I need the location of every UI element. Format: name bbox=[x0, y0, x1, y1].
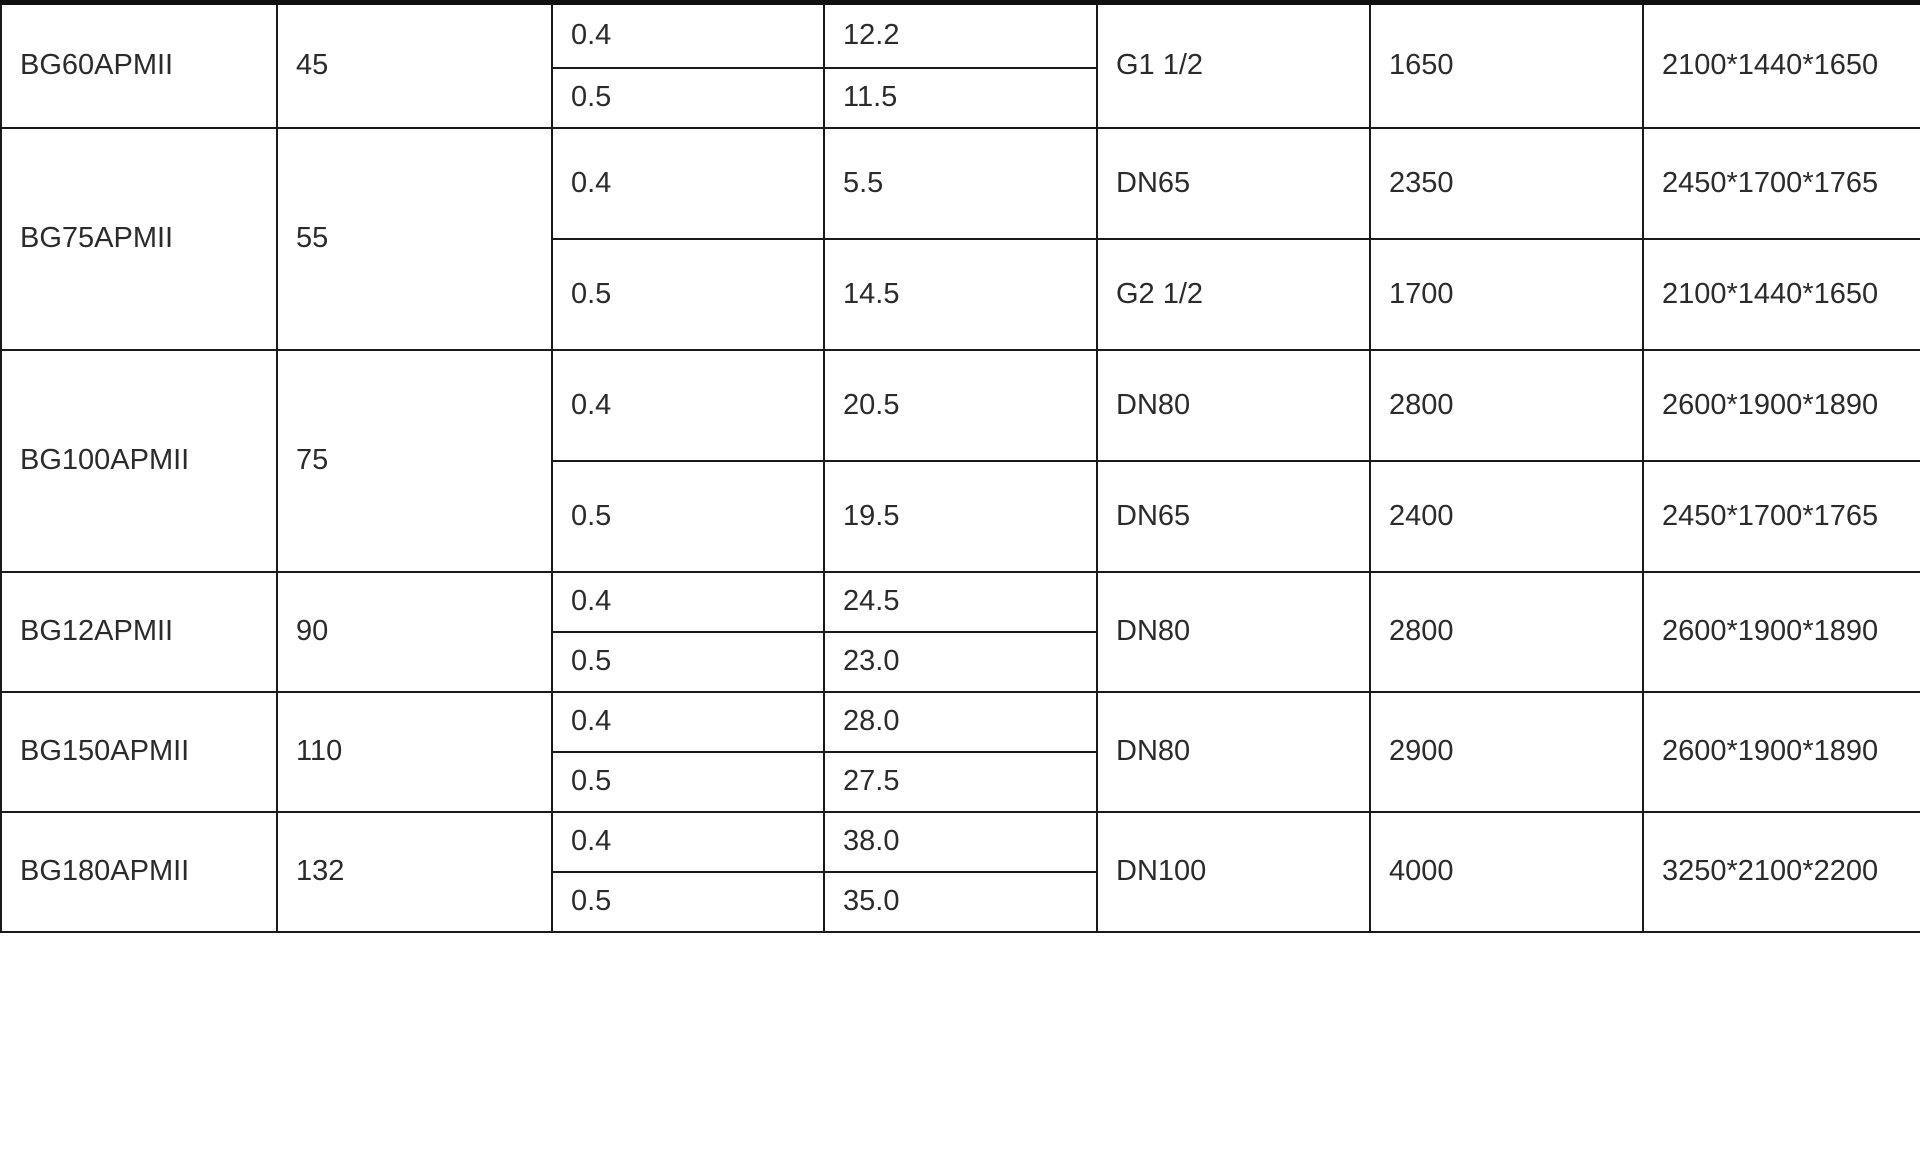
cell-pressure: 0.5 bbox=[551, 67, 825, 129]
cell-power: 55 bbox=[276, 127, 553, 351]
cell-flow: 23.0 bbox=[823, 631, 1098, 693]
cell-weight: 2900 bbox=[1369, 691, 1644, 813]
cell-power: 90 bbox=[276, 571, 553, 693]
cell-flow: 19.5 bbox=[823, 460, 1098, 573]
cell-weight: 1650 bbox=[1369, 0, 1644, 129]
table-row: 0.5 23.0 bbox=[1, 631, 1920, 693]
cell-model: BG180APMII bbox=[0, 811, 278, 933]
cell-flow: 5.5 bbox=[823, 127, 1098, 240]
specification-table: BG60APMII 45 0.4 12.2 G1 1/2 1650 2100*1… bbox=[0, 0, 1920, 933]
cell-pressure: 0.5 bbox=[551, 460, 825, 573]
cell-flow: 35.0 bbox=[823, 871, 1098, 933]
cell-weight: 2800 bbox=[1369, 349, 1644, 462]
cell-weight: 2800 bbox=[1369, 571, 1644, 693]
cell-flow: 24.5 bbox=[823, 571, 1098, 633]
cell-dimensions: 2100*1440*1650 bbox=[1642, 238, 1920, 351]
cell-power: 110 bbox=[276, 691, 553, 813]
table-row: BG75APMII 55 0.4 5.5 DN65 2350 2450*1700… bbox=[0, 127, 1920, 351]
cell-model: BG75APMII bbox=[0, 127, 278, 351]
cell-model: BG100APMII bbox=[0, 349, 278, 573]
table-row: BG180APMII 132 0.4 38.0 DN100 4000 3250*… bbox=[0, 811, 1920, 933]
cell-weight: 2350 bbox=[1369, 127, 1644, 240]
table-row: 0.5 19.5 DN65 2400 2450*1700*1765 bbox=[1, 460, 1920, 573]
cell-pressure: 0.5 bbox=[551, 751, 825, 813]
cell-outlet: DN65 bbox=[1096, 460, 1371, 573]
cell-pressure: 0.4 bbox=[551, 811, 825, 873]
cell-outlet: DN80 bbox=[1096, 349, 1371, 462]
cell-flow: 14.5 bbox=[823, 238, 1098, 351]
cell-pressure: 0.5 bbox=[551, 871, 825, 933]
cell-model: BG12APMII bbox=[0, 571, 278, 693]
cell-power: 75 bbox=[276, 349, 553, 573]
cell-flow: 20.5 bbox=[823, 349, 1098, 462]
cell-pressure: 0.5 bbox=[551, 238, 825, 351]
cell-flow: 27.5 bbox=[823, 751, 1098, 813]
cell-model: BG150APMII bbox=[0, 691, 278, 813]
table-row: BG12APMII 90 0.4 24.5 DN80 2800 2600*190… bbox=[0, 571, 1920, 693]
cell-weight: 1700 bbox=[1369, 238, 1644, 351]
cell-weight: 2400 bbox=[1369, 460, 1644, 573]
cell-outlet: G1 1/2 bbox=[1096, 0, 1371, 129]
cell-pressure: 0.4 bbox=[551, 127, 825, 240]
cell-outlet: DN80 bbox=[1096, 691, 1371, 813]
table-row: 0.5 35.0 bbox=[1, 871, 1920, 933]
table-row: 0.5 14.5 G2 1/2 1700 2100*1440*1650 bbox=[1, 238, 1920, 351]
cell-dimensions: 2600*1900*1890 bbox=[1642, 349, 1920, 462]
cell-pressure: 0.4 bbox=[551, 0, 825, 69]
cell-pressure: 0.4 bbox=[551, 349, 825, 462]
table-row: BG150APMII 110 0.4 28.0 DN80 2900 2600*1… bbox=[0, 691, 1920, 813]
cell-dimensions: 2450*1700*1765 bbox=[1642, 127, 1920, 240]
cell-flow: 11.5 bbox=[823, 67, 1098, 129]
cell-outlet: G2 1/2 bbox=[1096, 238, 1371, 351]
table-row: BG100APMII 75 0.4 20.5 DN80 2800 2600*19… bbox=[0, 349, 1920, 573]
cell-dimensions: 2600*1900*1890 bbox=[1642, 691, 1920, 813]
cell-pressure: 0.5 bbox=[551, 631, 825, 693]
table-row: 0.5 27.5 bbox=[1, 751, 1920, 813]
cell-pressure: 0.4 bbox=[551, 571, 825, 633]
cell-weight: 4000 bbox=[1369, 811, 1644, 933]
cell-power: 132 bbox=[276, 811, 553, 933]
cell-model: BG60APMII bbox=[0, 0, 278, 129]
cell-outlet: DN80 bbox=[1096, 571, 1371, 693]
cell-dimensions: 2100*1440*1650 bbox=[1642, 0, 1920, 129]
cell-dimensions: 2450*1700*1765 bbox=[1642, 460, 1920, 573]
cell-power: 45 bbox=[276, 0, 553, 129]
cell-flow: 38.0 bbox=[823, 811, 1098, 873]
cell-outlet: DN100 bbox=[1096, 811, 1371, 933]
cell-outlet: DN65 bbox=[1096, 127, 1371, 240]
cell-pressure: 0.4 bbox=[551, 691, 825, 753]
cell-dimensions: 2600*1900*1890 bbox=[1642, 571, 1920, 693]
cell-dimensions: 3250*2100*2200 bbox=[1642, 811, 1920, 933]
table-row: 0.5 11.5 bbox=[1, 67, 1920, 129]
table-row: BG60APMII 45 0.4 12.2 G1 1/2 1650 2100*1… bbox=[0, 0, 1920, 129]
cell-flow: 28.0 bbox=[823, 691, 1098, 753]
cell-flow: 12.2 bbox=[823, 0, 1098, 69]
